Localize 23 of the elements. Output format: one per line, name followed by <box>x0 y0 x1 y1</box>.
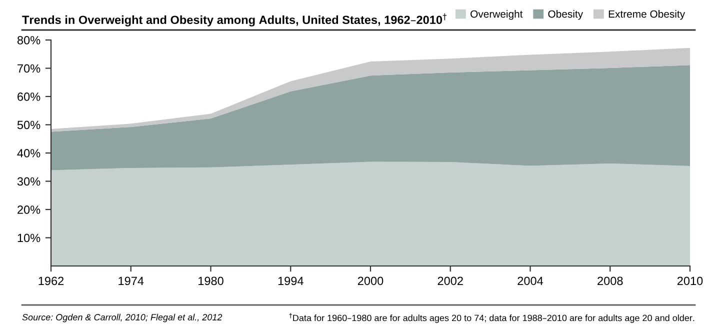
y-tick-label: 40% <box>17 149 40 158</box>
legend-label: Obesity <box>548 10 584 20</box>
chart-title: Trends in Overweight and Obesity among Adults, United States, 1962–2010$^{†}$ <box>22 13 447 26</box>
y-tick-label: 60% <box>18 92 40 101</box>
x-tick-label: 2010 <box>677 276 703 286</box>
x-tick-label: 2004 <box>518 276 544 286</box>
text: $^{†}$Data for 1960–1980 are for adults ages 20 to 74; data for 1988–2010 are for adults age 20 and older. <box>289 312 694 323</box>
legend-label: Overweight <box>470 10 523 20</box>
x-tick-label: 1962 <box>38 276 64 286</box>
y-tick-label: 50% <box>17 120 40 130</box>
x-tick-label: 2000 <box>358 276 384 286</box>
y-tick-label: 10% <box>18 234 40 242</box>
x-tick-label: 1980 <box>198 276 224 286</box>
legend-label: Extreme Obesity <box>608 10 686 20</box>
y-tick-label: 20% <box>18 206 40 214</box>
y-tick-label: 30% <box>17 177 40 186</box>
source-note: Source: Ogden & Carroll, 2010; Flegal et al., 2012 <box>22 314 222 322</box>
x-tick-label: 1974 <box>118 276 144 286</box>
y-tick-label: 80% <box>17 36 40 44</box>
y-tick-label: 70% <box>18 64 40 73</box>
x-tick-label: 2008 <box>598 276 623 286</box>
x-tick-label: 2002 <box>438 276 463 286</box>
x-tick-label: 1994 <box>278 276 304 286</box>
